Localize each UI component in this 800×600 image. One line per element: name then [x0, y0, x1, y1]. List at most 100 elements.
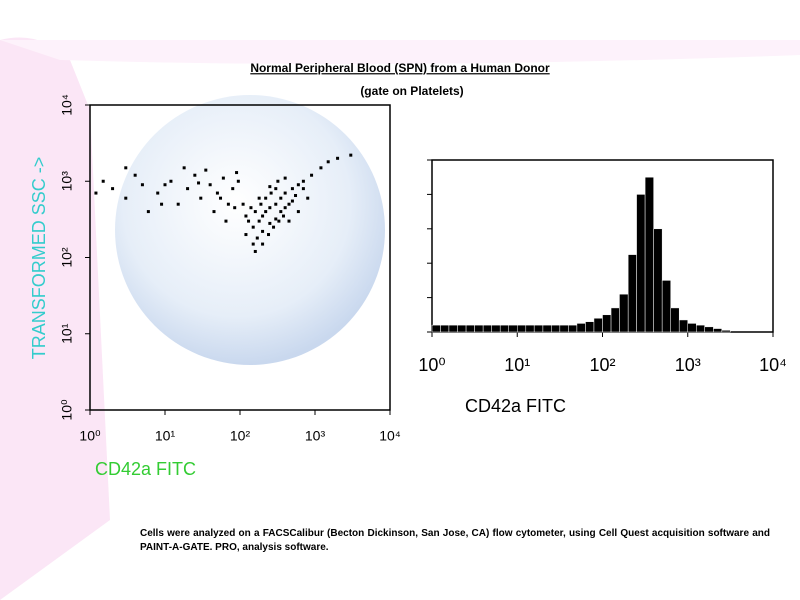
- point: [261, 242, 265, 246]
- point: [259, 202, 263, 206]
- bar: [721, 330, 731, 333]
- bar: [644, 176, 654, 333]
- point: [133, 173, 137, 177]
- point: [94, 191, 98, 195]
- point: [231, 187, 235, 191]
- point: [261, 214, 265, 218]
- point: [215, 191, 219, 195]
- point: [253, 249, 257, 253]
- bar: [542, 324, 552, 333]
- point: [279, 196, 283, 200]
- point: [269, 191, 273, 195]
- bar: [670, 307, 680, 333]
- point: [290, 187, 294, 191]
- point: [204, 168, 208, 172]
- point: [251, 242, 255, 246]
- footnote: Cells were analyzed on a FACSCalibur (Be…: [140, 528, 770, 553]
- x-tick-label: 10⁴: [759, 355, 787, 375]
- x-tick-label: 10¹: [504, 355, 530, 375]
- point: [301, 187, 305, 191]
- point: [156, 191, 160, 195]
- point: [208, 183, 212, 187]
- point: [277, 219, 281, 223]
- y-tick-label: 10⁰: [59, 399, 75, 421]
- x-tick-label: 10²: [589, 355, 615, 375]
- x-tick-label: 10³: [675, 355, 701, 375]
- point: [255, 236, 259, 240]
- point: [283, 206, 287, 210]
- point: [251, 225, 255, 229]
- plot-frame: [431, 159, 774, 333]
- point: [219, 196, 223, 200]
- y-tick-label: 10³: [59, 171, 75, 192]
- point: [306, 196, 310, 200]
- point: [199, 196, 203, 200]
- bar: [627, 254, 637, 333]
- point: [268, 206, 272, 210]
- x-tick-label: 10⁰: [79, 428, 101, 444]
- bar: [636, 194, 646, 333]
- bar: [508, 324, 518, 333]
- point: [283, 176, 287, 180]
- point: [169, 179, 173, 183]
- y-tick-label: 10⁴: [59, 94, 75, 116]
- x-axis-title: CD42a FITC: [465, 396, 566, 416]
- subtitle: (gate on Platelets): [360, 84, 463, 98]
- bar: [661, 280, 671, 333]
- point: [257, 196, 261, 200]
- x-tick-label: 10⁰: [418, 355, 445, 375]
- point: [253, 210, 257, 214]
- point: [226, 202, 230, 206]
- point: [296, 210, 300, 214]
- bar: [431, 324, 441, 333]
- point: [193, 173, 197, 177]
- point: [279, 210, 283, 214]
- bar: [619, 293, 629, 333]
- y-tick-label: 10²: [59, 247, 75, 268]
- bar: [576, 323, 586, 333]
- point: [287, 202, 291, 206]
- point: [272, 225, 276, 229]
- point: [268, 185, 272, 189]
- title: Normal Peripheral Blood (SPN) from a Hum…: [250, 61, 550, 75]
- point: [124, 196, 128, 200]
- point: [182, 166, 186, 170]
- bar: [610, 307, 620, 333]
- bar: [585, 321, 595, 333]
- point: [276, 179, 280, 183]
- point: [296, 183, 300, 187]
- point: [176, 202, 180, 206]
- point: [186, 187, 190, 191]
- decor: [0, 40, 800, 64]
- bar: [696, 324, 705, 333]
- point: [257, 219, 261, 223]
- point: [281, 214, 285, 218]
- point: [221, 176, 225, 180]
- point: [244, 214, 248, 218]
- point: [349, 153, 353, 157]
- point: [264, 196, 268, 200]
- x-tick-label: 10³: [305, 428, 326, 444]
- point: [111, 187, 115, 191]
- point: [274, 217, 278, 221]
- bar: [448, 324, 458, 333]
- bar: [653, 228, 663, 333]
- bar: [713, 328, 723, 333]
- point: [163, 183, 167, 187]
- bar: [465, 324, 475, 333]
- point: [287, 219, 291, 223]
- x-tick-label: 10²: [230, 428, 251, 444]
- point: [146, 210, 150, 214]
- point: [224, 219, 228, 223]
- point: [326, 160, 330, 164]
- point: [264, 210, 268, 214]
- bar: [568, 324, 578, 333]
- bar: [525, 324, 535, 333]
- point: [197, 181, 201, 185]
- bar: [602, 314, 612, 333]
- point: [101, 179, 105, 183]
- point: [247, 219, 251, 223]
- point: [235, 171, 239, 175]
